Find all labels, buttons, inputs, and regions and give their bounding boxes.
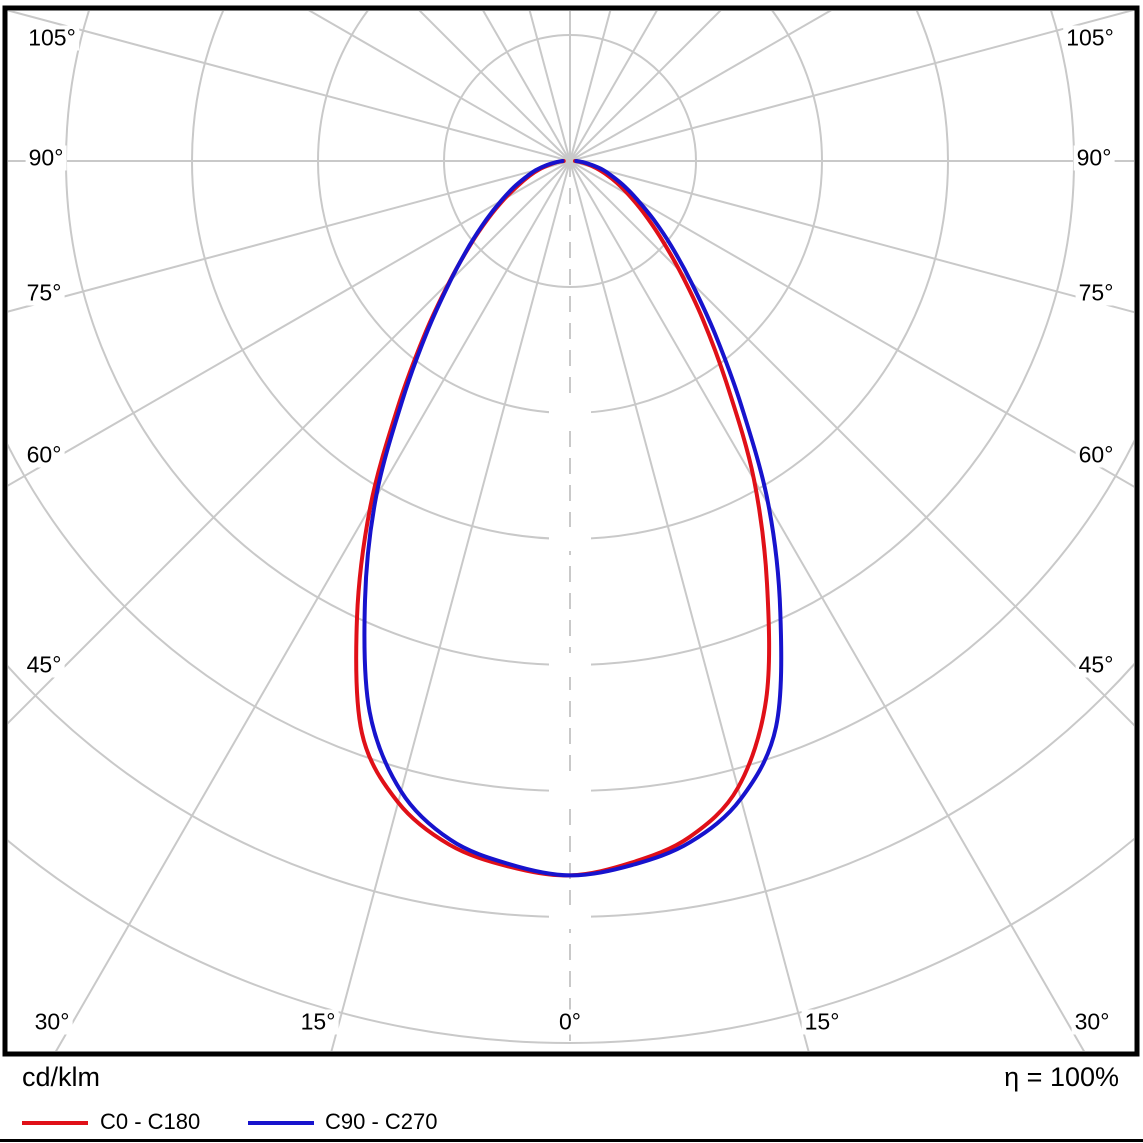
- angle-label-30-bottom-right: 30°: [1071, 1009, 1113, 1035]
- angle-label-105-left: 105°: [25, 25, 79, 51]
- legend-label-c90-c270: C90 - C270: [325, 1109, 438, 1134]
- angle-label-15-bottom-right: 15°: [801, 1009, 843, 1035]
- angle-label-60-left: 60°: [23, 442, 65, 468]
- angle-label-45-right: 45°: [1075, 652, 1117, 678]
- angle-label-30-bottom-left: 30°: [31, 1009, 73, 1035]
- angle-label-105-right: 105°: [1063, 25, 1117, 51]
- angle-label-75-left: 75°: [23, 280, 65, 306]
- legend-swatch-c0-c180: [22, 1121, 88, 1125]
- legend-swatch-c90-c270: [248, 1121, 314, 1125]
- unit-label: cd/klm: [22, 1062, 101, 1092]
- angle-label-15-bottom-left: 15°: [297, 1009, 339, 1035]
- efficiency-label: η = 100%: [1004, 1062, 1119, 1092]
- angle-label-90-right: 90°: [1073, 145, 1115, 171]
- bottom-divider: [0, 1139, 1143, 1142]
- angle-label-0-bottom: 0°: [556, 1009, 584, 1035]
- legend-label-c0-c180: C0 - C180: [100, 1109, 201, 1134]
- angle-label-60-right: 60°: [1075, 442, 1117, 468]
- angle-label-90-left: 90°: [25, 145, 67, 171]
- angle-label-75-right: 75°: [1075, 280, 1117, 306]
- angle-label-45-left: 45°: [23, 652, 65, 678]
